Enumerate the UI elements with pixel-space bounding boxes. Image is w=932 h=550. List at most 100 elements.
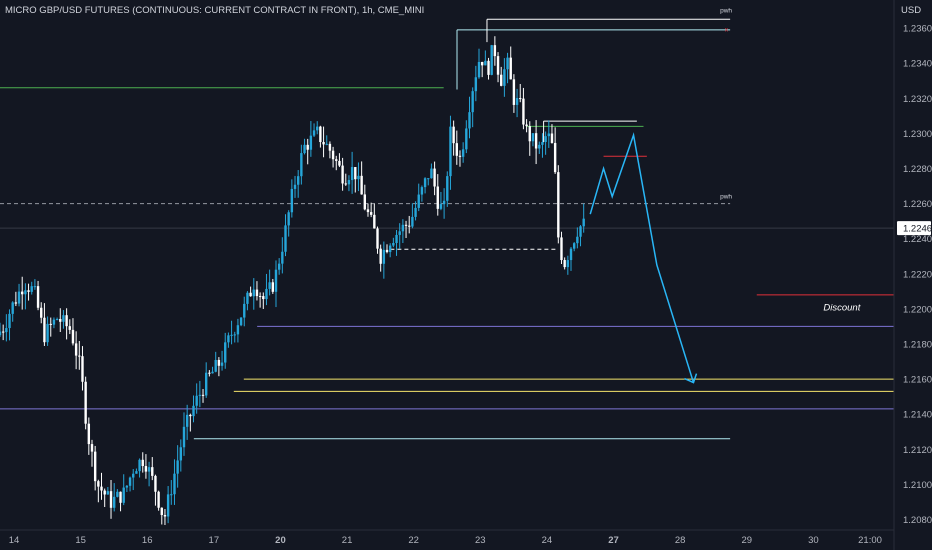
candle-series [0, 36, 585, 526]
candle-body [138, 459, 141, 472]
candle-body [572, 243, 576, 249]
candle-body [52, 319, 56, 325]
candle-body [185, 414, 189, 427]
candle-body [182, 426, 186, 448]
candle-body [449, 126, 452, 177]
candle-body [382, 249, 386, 264]
candle-body [1, 331, 5, 333]
price-tick-label: 1.2220 [903, 269, 932, 280]
candle-body [87, 423, 91, 445]
candle-body [338, 160, 341, 166]
candle-body [290, 188, 294, 213]
candle-body [78, 355, 81, 357]
time-tick-label: 14 [9, 535, 20, 546]
candle-body [328, 143, 332, 151]
candle-body [300, 153, 303, 177]
candle-body [90, 444, 94, 452]
candle-body [49, 323, 52, 325]
candle-body [515, 98, 519, 105]
candle-body [477, 61, 481, 78]
candle-body [452, 126, 455, 144]
price-tick-label: 1.2140 [903, 410, 932, 421]
annotation-label: pwh [720, 7, 732, 14]
candle-body [141, 459, 144, 467]
candle-body [195, 395, 198, 406]
candle-body [293, 184, 297, 189]
candle-body [287, 212, 290, 226]
candle-body [40, 307, 43, 318]
candle-body [27, 290, 30, 292]
chart-title: MICRO GBP/USD FUTURES (CONTINUOUS: CURRE… [5, 5, 425, 16]
candle-body [366, 209, 370, 213]
annotation-label: pwh [720, 193, 732, 200]
candle-body [157, 491, 160, 508]
candle-body [100, 486, 103, 491]
candle-body [116, 491, 119, 497]
price-tick-label: 1.2320 [903, 94, 932, 105]
currency-label: USD [901, 5, 922, 16]
candle-body [325, 143, 328, 145]
candle-body [538, 144, 541, 149]
candle-body [17, 291, 21, 304]
candle-body [468, 112, 471, 129]
candle-body [350, 167, 354, 181]
candle-body [246, 292, 249, 304]
price-axis[interactable]: 1.2080 1.2100 1.2120 1.2140 1.2160 1.2180 1.22… [897, 24, 932, 526]
candle-body [132, 473, 135, 478]
candle-body [506, 57, 509, 70]
candle-body [309, 135, 313, 150]
candle-body [458, 155, 462, 157]
candle-body [173, 473, 176, 495]
time-tick-label: 27 [608, 535, 619, 546]
candle-body [5, 328, 8, 333]
candle-body [21, 291, 24, 295]
candle-body [176, 460, 179, 474]
price-tick-label: 1.2180 [903, 339, 932, 350]
candle-body [569, 248, 573, 261]
candle-body [411, 216, 414, 227]
candle-body [277, 263, 281, 270]
candle-body [376, 228, 379, 249]
candle-body [14, 302, 18, 304]
arrow-head [684, 373, 698, 384]
candle-body [74, 343, 78, 356]
candle-body [344, 183, 347, 185]
candle-body [395, 234, 398, 243]
candle-body [252, 289, 255, 297]
candle-body [122, 487, 125, 503]
candle-body [354, 167, 357, 180]
price-tick-label: 1.2160 [903, 375, 932, 386]
candle-body [363, 194, 367, 210]
candle-body [455, 143, 459, 156]
candle-body [388, 245, 392, 253]
candle-body [417, 194, 420, 208]
candle-body [192, 405, 195, 417]
candle-body [316, 126, 319, 131]
candle-body [522, 98, 525, 125]
candle-body [198, 394, 202, 396]
candle-body [319, 126, 322, 143]
candle-body [0, 331, 2, 336]
candle-body [490, 45, 493, 75]
candle-body [496, 56, 500, 75]
time-axis[interactable]: 14 15 16 17 20 21 22 23 24 27 28 29 30 21:00 [9, 535, 882, 546]
time-tick-label: 28 [675, 535, 686, 546]
candle-body [239, 317, 243, 326]
time-tick-label: 20 [275, 535, 286, 546]
candle-body [84, 381, 87, 424]
price-tick-label: 1.2100 [903, 480, 932, 491]
candle-body [534, 133, 538, 149]
candle-body [404, 224, 408, 226]
candle-body [204, 372, 208, 396]
price-tick-label: 1.2360 [903, 24, 932, 35]
time-tick-label: 15 [75, 535, 86, 546]
candle-body [471, 91, 474, 113]
candle-body [224, 342, 227, 363]
candle-body [528, 126, 531, 142]
candle-body [43, 317, 46, 343]
time-tick-label: 23 [475, 535, 486, 546]
time-tick-label: 21 [342, 535, 353, 546]
price-tick-label: 1.2200 [903, 304, 932, 315]
